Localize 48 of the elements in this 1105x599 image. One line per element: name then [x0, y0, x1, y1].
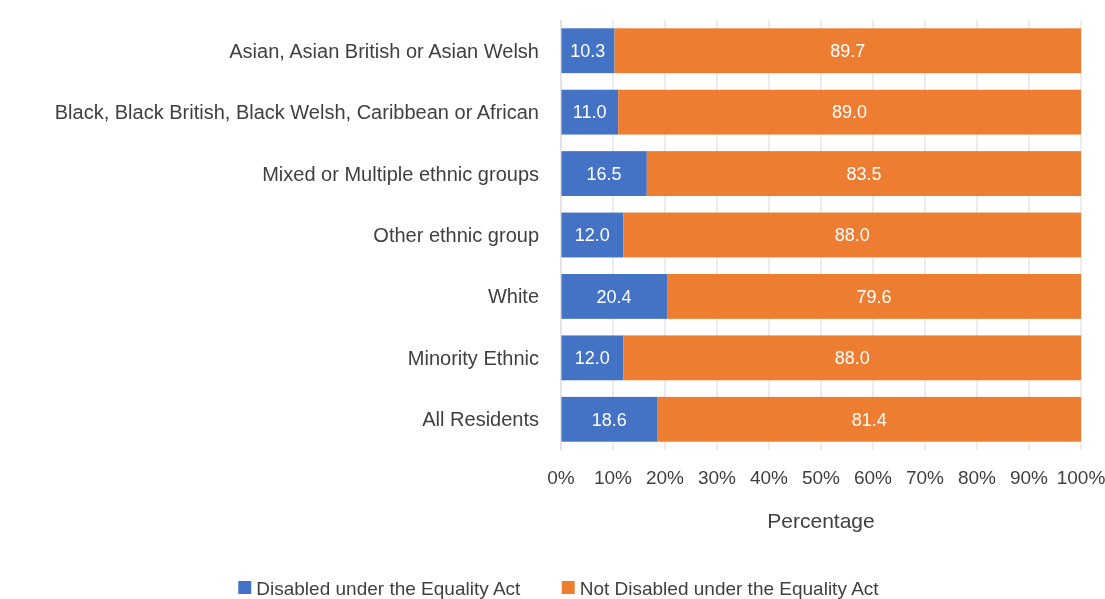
- x-tick-label: 0%: [547, 467, 575, 488]
- y-tick-label: White: [487, 285, 539, 308]
- bar: [623, 335, 1081, 381]
- x-tick-label: 20%: [645, 467, 685, 488]
- x-tick-label: 40%: [749, 467, 789, 488]
- bar: [561, 28, 615, 74]
- x-tick-label: 50%: [801, 467, 841, 488]
- x-tick-label: 100%: [1056, 467, 1105, 488]
- bar: [618, 89, 1081, 135]
- text: 12.0: [574, 225, 610, 246]
- text: 20.4: [596, 286, 632, 307]
- text: 10.3: [570, 41, 606, 62]
- text: 11.0: [572, 102, 607, 123]
- text: 83.5: [846, 163, 882, 184]
- text: 81.4: [851, 409, 887, 430]
- legend-label: Not Disabled under the Equality Act: [579, 577, 880, 599]
- x-tick-label: 10%: [593, 467, 633, 488]
- bar: [561, 151, 647, 196]
- text: 16.5: [586, 163, 622, 184]
- bar: [561, 396, 658, 442]
- text: 79.6: [856, 286, 892, 307]
- text: 88.0: [834, 225, 870, 246]
- x-tick-label: 80%: [957, 467, 997, 488]
- x-tick-label: 90%: [1009, 467, 1049, 488]
- y-tick-label: Black, Black British, Black Welsh, Caribbean or African: [54, 101, 539, 124]
- legend-label: Disabled under the Equality Act: [256, 577, 522, 599]
- x-tick-label: 70%: [905, 467, 945, 488]
- bar: [561, 274, 668, 319]
- text: 89.7: [830, 41, 866, 62]
- x-tick-label: 60%: [853, 467, 893, 488]
- y-tick-label: Other ethnic group: [373, 224, 539, 246]
- bar: [614, 28, 1081, 74]
- bar: [646, 151, 1081, 196]
- y-tick-label: Minority Ethnic: [407, 346, 539, 369]
- text: 18.6: [591, 409, 627, 430]
- text: 88.0: [834, 348, 870, 369]
- bar: [623, 212, 1081, 258]
- bar: [657, 396, 1081, 442]
- bar: [667, 274, 1081, 319]
- bar: [561, 335, 624, 381]
- y-tick-label: Mixed or Multiple ethnic groups: [262, 162, 539, 185]
- y-tick-label: Asian, Asian British or Asian Welsh: [229, 39, 539, 62]
- y-tick-label: All Residents: [422, 408, 539, 431]
- text: 12.0: [574, 348, 610, 369]
- bar: [561, 89, 619, 135]
- text: 89.0: [832, 102, 868, 123]
- x-axis-title: Percentage: [767, 509, 875, 532]
- x-tick-label: 30%: [697, 467, 737, 488]
